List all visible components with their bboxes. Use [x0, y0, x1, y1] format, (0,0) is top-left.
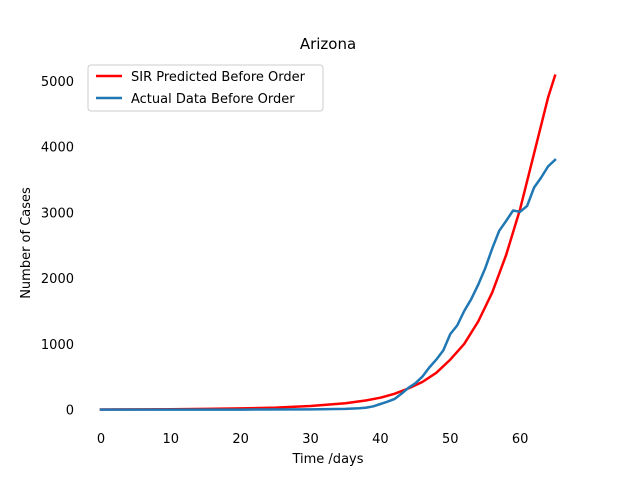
x-tick-label: 60 — [512, 432, 529, 447]
y-tick-label: 2000 — [41, 272, 74, 287]
y-tick-label: 3000 — [41, 206, 74, 221]
x-tick-label: 40 — [372, 432, 389, 447]
x-tick-label: 20 — [232, 432, 249, 447]
series-layer — [99, 74, 557, 411]
x-axis-ticks: 0 10 20 30 40 50 60 — [97, 432, 529, 447]
legend-label-actual-data: Actual Data Before Order — [131, 92, 295, 107]
y-tick-label: 4000 — [41, 141, 74, 156]
legend-frame — [87, 64, 324, 112]
legend-label-sir-predicted: SIR Predicted Before Order — [131, 70, 306, 85]
chart-title: Arizona — [300, 35, 356, 53]
y-axis-label: Number of Cases — [19, 187, 34, 299]
series-line-sir-predicted — [99, 74, 557, 411]
x-axis-label: Time /days — [291, 452, 363, 467]
y-tick-label: 1000 — [41, 338, 74, 353]
x-tick-label: 0 — [97, 432, 105, 447]
series-line-actual-data — [99, 158, 557, 411]
y-axis-ticks: 0 1000 2000 3000 4000 5000 — [41, 75, 74, 419]
x-tick-label: 30 — [302, 432, 319, 447]
y-tick-label: 5000 — [41, 75, 74, 90]
y-tick-label: 0 — [66, 404, 74, 419]
x-tick-label: 50 — [442, 432, 459, 447]
x-tick-label: 10 — [163, 432, 180, 447]
legend: SIR Predicted Before Order Actual Data B… — [87, 64, 324, 112]
